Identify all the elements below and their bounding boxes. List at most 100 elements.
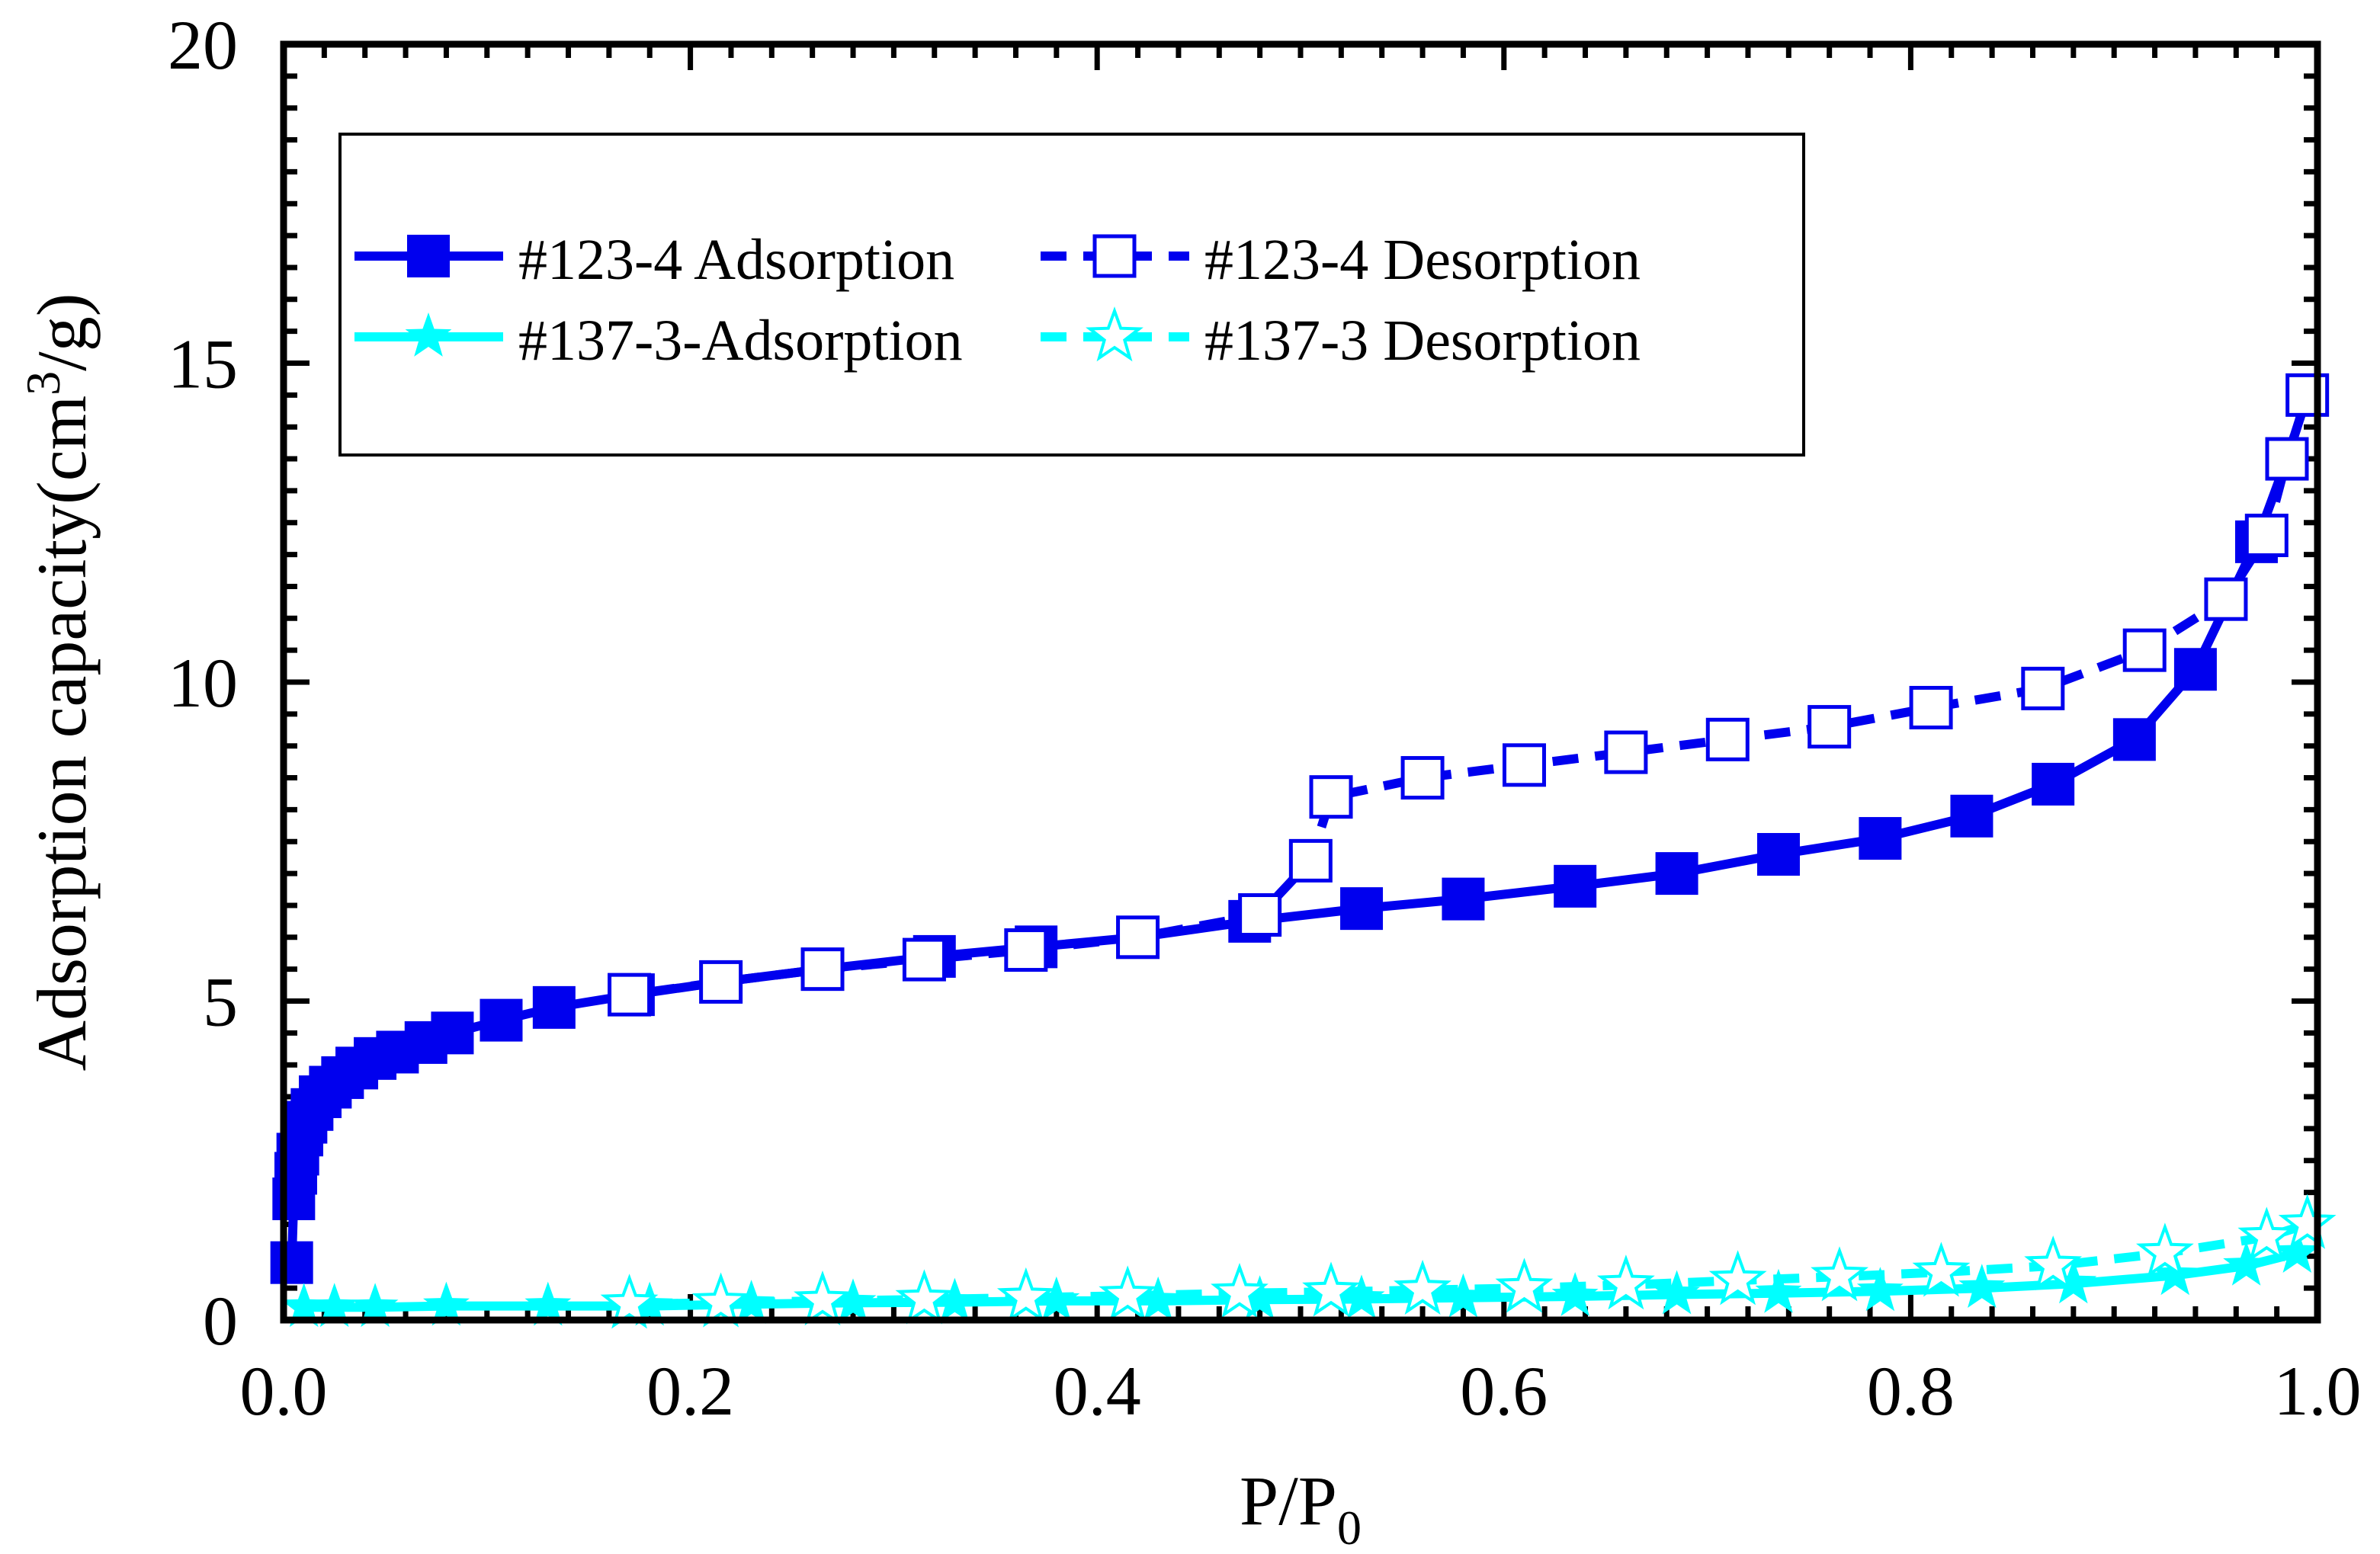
data-point: [2244, 513, 2289, 557]
data-point: [1653, 1270, 1700, 1315]
x-tick-label: 0.8: [1867, 1352, 1955, 1430]
series-line: [287, 393, 2312, 1263]
data-point: [2173, 648, 2217, 691]
x-axis-title-subscript: 0: [1337, 1501, 1362, 1554]
y-axis-title-tail: /g): [23, 293, 101, 371]
y-tick-label: 5: [203, 963, 238, 1041]
legend-marker: [1086, 306, 1143, 362]
data-point: [1211, 1262, 1269, 1318]
y-axis-title: Adsorption capacity(cm3/g): [16, 293, 101, 1072]
data-point: [2032, 762, 2075, 806]
data-point: [996, 1267, 1055, 1322]
data-point: [1502, 743, 1546, 787]
x-tick-label: 1.0: [2274, 1352, 2362, 1430]
data-point: [1394, 1259, 1451, 1315]
series-line: [303, 1248, 2298, 1312]
legend-marker: [407, 235, 450, 277]
data-point: [1912, 1242, 1971, 1297]
data-point: [1655, 852, 1698, 896]
data-point: [2112, 718, 2156, 761]
data-point: [351, 1283, 399, 1328]
y-axis-title-main: Adsorption capacity(cm: [23, 396, 101, 1072]
data-point: [1958, 1264, 2006, 1308]
data-point: [2285, 373, 2330, 417]
data-point: [281, 1283, 328, 1328]
data-point: [1807, 705, 1852, 749]
data-point: [608, 972, 652, 1017]
data-point: [1950, 794, 1993, 838]
legend-marker: [405, 312, 452, 357]
data-point: [1309, 775, 1353, 819]
data-point: [2273, 1229, 2321, 1273]
data-point: [524, 1281, 572, 1326]
legend-item: #123-4 Adsorption: [354, 228, 954, 292]
x-tick-label: 0.2: [646, 1352, 734, 1430]
data-point: [1755, 1268, 1802, 1313]
data-point: [1495, 1258, 1554, 1313]
data-point: [1288, 838, 1333, 883]
x-tick-label: 0.0: [240, 1352, 328, 1430]
legend-marker: [1092, 234, 1137, 278]
legend-item: #137-3-Adsorption: [354, 309, 963, 373]
data-point: [2122, 628, 2167, 672]
data-point: [1705, 717, 1750, 761]
series-3: [600, 1194, 2337, 1329]
data-point: [691, 1272, 750, 1328]
legend-box: [338, 133, 1805, 457]
x-axis-title-main: P/P: [1240, 1462, 1337, 1540]
data-point: [1116, 915, 1160, 960]
data-point: [1238, 893, 1282, 937]
y-tick-label: 20: [168, 6, 238, 84]
data-point: [895, 1269, 954, 1325]
y-tick-label: 15: [168, 325, 238, 403]
data-point: [1338, 1274, 1385, 1319]
series-layer: [270, 373, 2337, 1329]
data-point: [2223, 1241, 2270, 1286]
data-point: [270, 1241, 313, 1284]
y-axis-title-superscript: 3: [16, 371, 70, 396]
x-tick-label: 0.4: [1054, 1352, 1141, 1430]
data-point: [1099, 1265, 1157, 1321]
data-point: [932, 1277, 978, 1322]
y-tick-label: 0: [203, 1282, 238, 1360]
data-point: [2024, 1235, 2083, 1291]
series-0: [270, 373, 2329, 1284]
series-1: [608, 373, 2330, 1017]
data-point: [600, 1274, 659, 1329]
legend-label: #137-3 Desorption: [1204, 309, 1641, 373]
legend-label: #137-3-Adsorption: [518, 309, 963, 373]
data-point: [2021, 666, 2065, 710]
data-point: [1596, 1254, 1655, 1310]
x-tick-label: 0.6: [1460, 1352, 1548, 1430]
legend-label: #123-4 Adsorption: [518, 228, 954, 292]
data-point: [699, 960, 743, 1004]
data-point: [1004, 928, 1048, 972]
tick-labels: 0.0 0.2 0.4 0.6 0.8 1.0 0 5 10 15 20: [168, 6, 2362, 1430]
legend-label: #123-4 Desorption: [1204, 228, 1641, 292]
data-point: [626, 1281, 673, 1326]
data-point: [1708, 1250, 1767, 1306]
data-point: [2265, 437, 2309, 481]
data-point: [800, 947, 845, 992]
data-point: [1604, 730, 1648, 774]
data-point: [1554, 864, 1597, 908]
data-point: [2151, 1251, 2199, 1296]
y-tick-label: 10: [168, 644, 238, 722]
data-point: [311, 1283, 358, 1328]
data-point: [794, 1270, 852, 1326]
data-point: [1909, 685, 1953, 729]
data-point: [1237, 1275, 1284, 1320]
data-point: [431, 1011, 474, 1055]
legend-item: #123-4 Desorption: [1041, 228, 1641, 292]
data-point: [1811, 1246, 1869, 1302]
data-point: [2136, 1222, 2194, 1278]
data-point: [1442, 877, 1485, 921]
legend-item: #137-3 Desorption: [1041, 306, 1641, 373]
x-axis-title: P/P0: [1240, 1462, 1362, 1554]
data-point: [2050, 1259, 2097, 1304]
plot-frame: [280, 40, 2321, 1324]
data-point: [2237, 1206, 2296, 1262]
data-point: [1756, 832, 1800, 876]
data-point: [1551, 1272, 1599, 1316]
series-2: [281, 1229, 2321, 1328]
